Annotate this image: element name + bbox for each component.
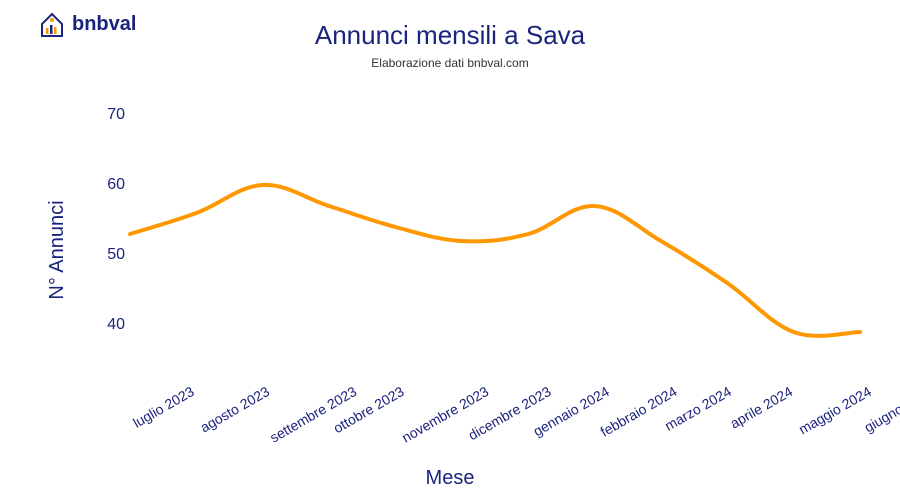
y-tick-label: 50 (107, 246, 125, 264)
x-tick-label: maggio 2024 (795, 383, 873, 437)
chart-svg (70, 70, 870, 370)
x-tick-label: agosto 2023 (198, 383, 273, 435)
chart-plot-area: 40506070 luglio 2023agosto 2023settembre… (70, 70, 870, 370)
logo-text: bnbval (72, 13, 136, 36)
x-tick-label: aprile 2024 (728, 383, 796, 431)
chart-subtitle: Elaborazione dati bnbval.com (371, 56, 528, 70)
chart-title: Annunci mensili a Sava (315, 20, 585, 51)
x-tick-label: luglio 2023 (130, 383, 197, 431)
y-tick-label: 70 (107, 106, 125, 124)
data-line (130, 185, 860, 336)
house-chart-icon (38, 10, 66, 38)
x-axis-label: Mese (426, 467, 475, 490)
logo: bnbval (38, 10, 136, 38)
y-tick-label: 40 (107, 316, 125, 334)
y-axis-label: N° Annunci (46, 200, 69, 299)
y-tick-label: 60 (107, 176, 125, 194)
